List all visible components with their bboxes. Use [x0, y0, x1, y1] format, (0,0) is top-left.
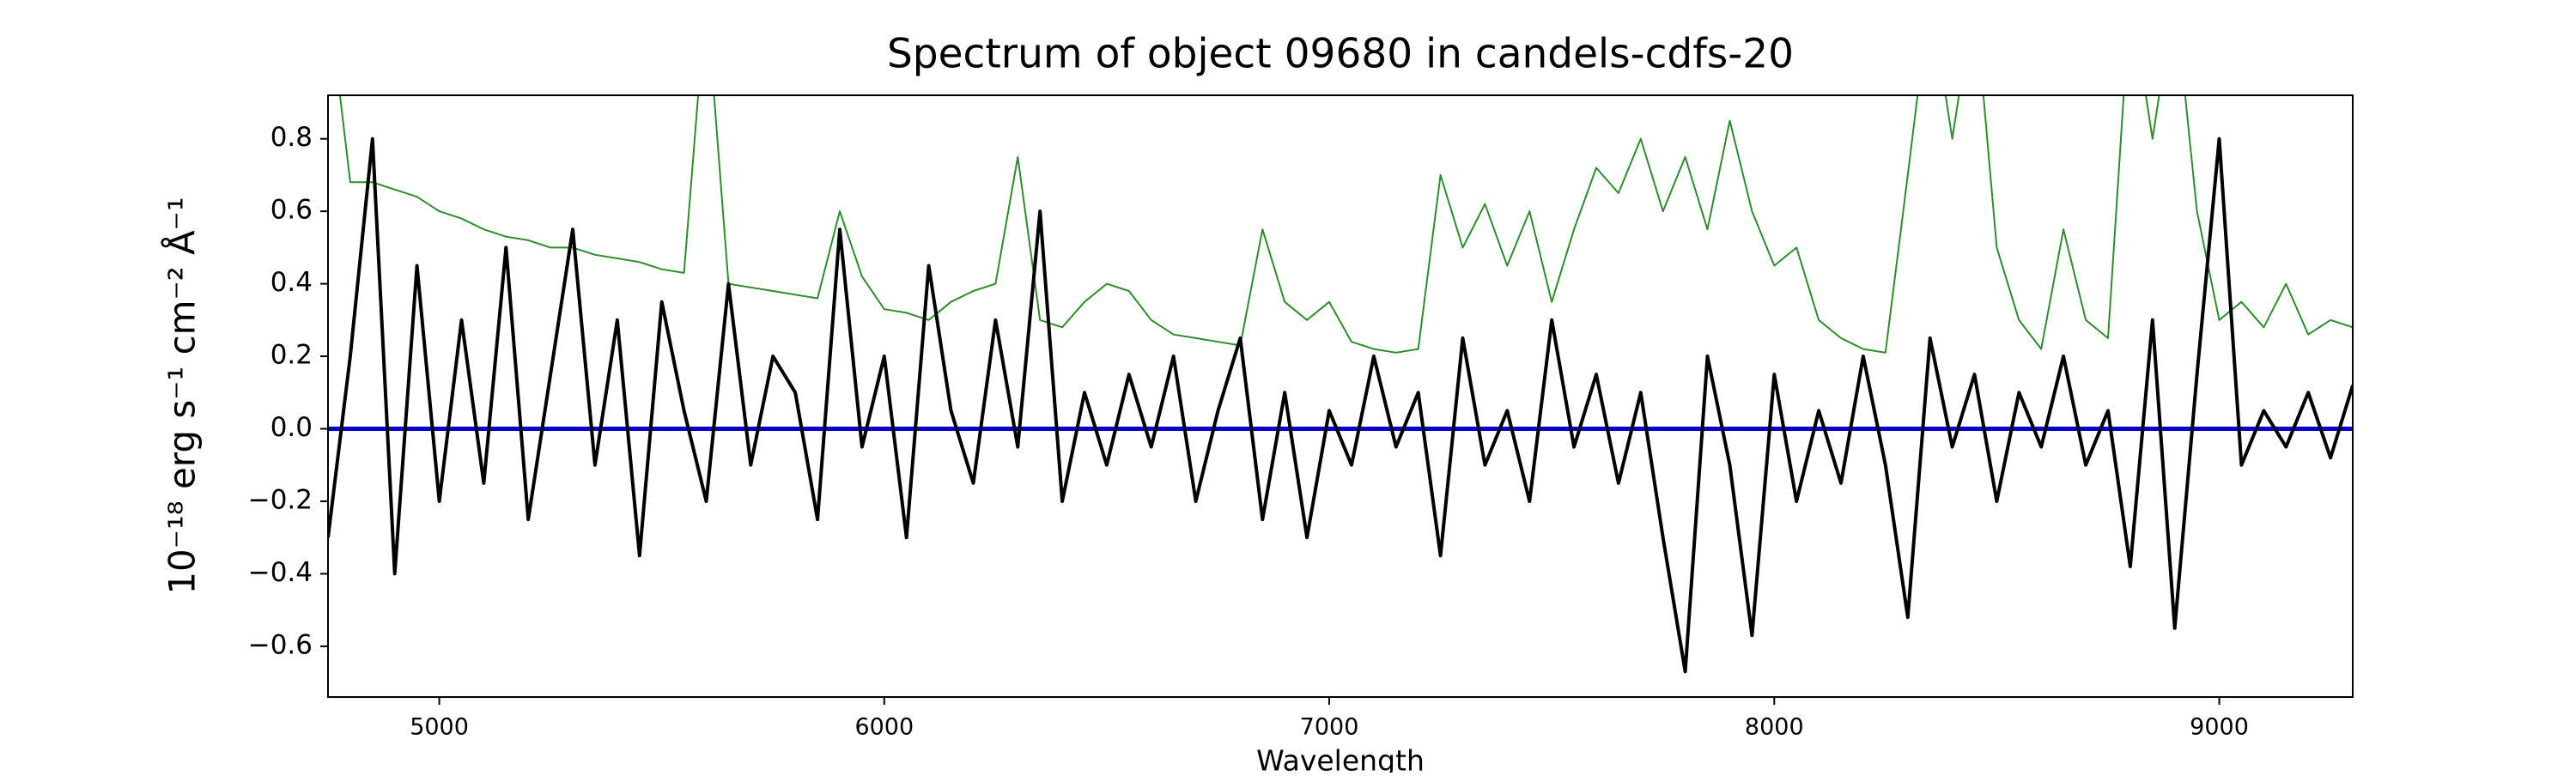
x-tick-label: 6000: [854, 714, 914, 741]
y-tick-label: 0.4: [270, 267, 313, 298]
x-axis-label: Wavelength: [1256, 744, 1425, 773]
y-tick-label: 0.0: [270, 412, 313, 443]
y-tick-label: 0.6: [270, 195, 313, 226]
spectrum-line: [328, 136, 2353, 674]
x-tick-label: 9000: [2190, 714, 2249, 741]
x-tick-label: 5000: [410, 714, 469, 741]
chart-title: Spectrum of object 09680 in candels-cdfs…: [887, 31, 1794, 78]
x-tick-label: 8000: [1745, 714, 1804, 741]
y-tick-label: 0.8: [270, 122, 313, 153]
plot-frame: [327, 94, 2354, 698]
x-tick-label: 7000: [1300, 714, 1359, 741]
y-tick-label: −0.2: [248, 484, 313, 515]
plot-area: [328, 95, 2353, 674]
y-axis-label: 10⁻¹⁸ erg s⁻¹ cm⁻² Å⁻¹: [161, 197, 204, 594]
y-tick-label: −0.4: [248, 557, 313, 588]
y-tick-label: −0.6: [248, 629, 313, 660]
y-tick-label: 0.2: [270, 340, 313, 371]
spectrum-line: [338, 95, 2353, 354]
